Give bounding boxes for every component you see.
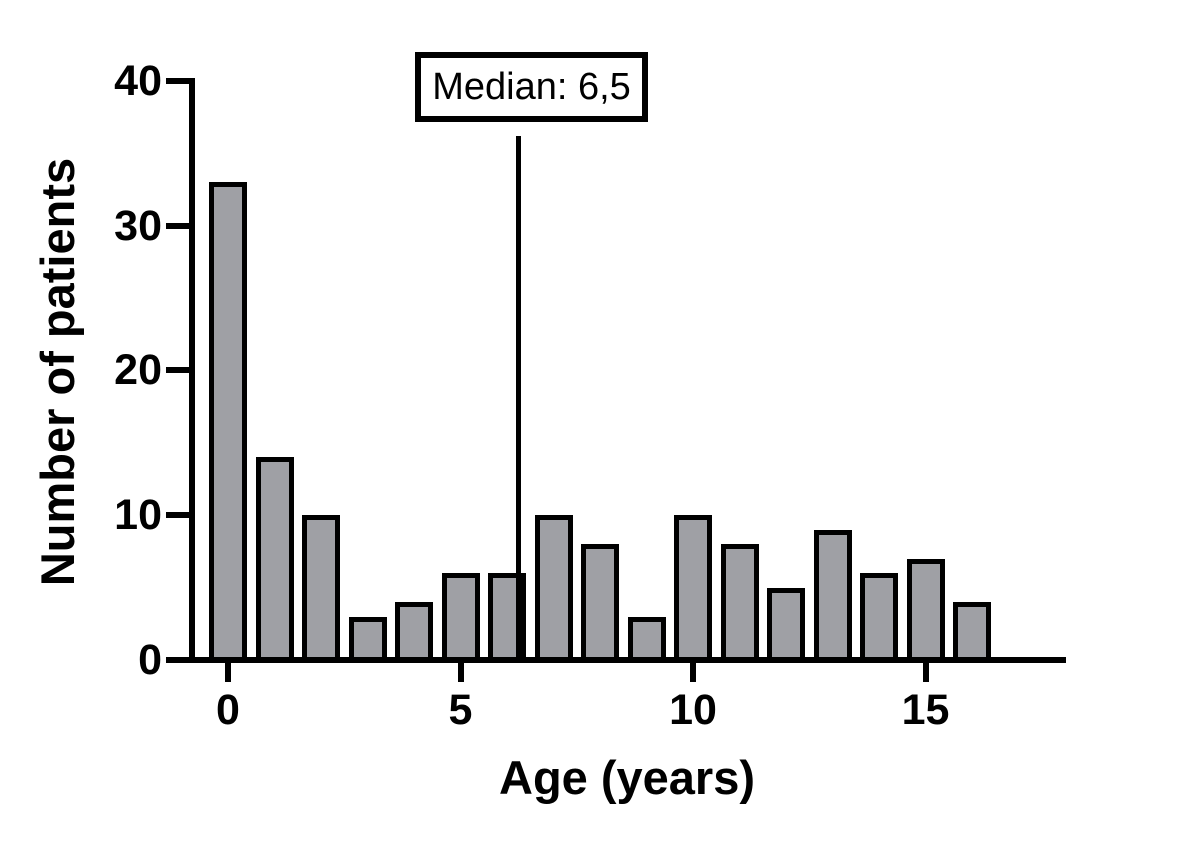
x-tick-label-10: 10 — [669, 686, 717, 734]
bar-age-10 — [674, 515, 712, 663]
bar-age-7 — [534, 515, 573, 663]
x-axis-line — [166, 657, 1066, 663]
bar-age-13 — [813, 529, 852, 663]
y-tick-30 — [166, 222, 190, 229]
x-tick-label-0: 0 — [216, 686, 240, 734]
x-tick-10 — [690, 660, 696, 682]
x-tick-label-15: 15 — [901, 686, 950, 734]
median-line — [516, 136, 522, 660]
median-annotation-label: Median: 6,5 — [432, 65, 631, 108]
bar-age-4 — [395, 602, 433, 663]
y-tick-0 — [166, 657, 190, 663]
y-tick-10 — [166, 512, 190, 519]
x-tick-15 — [922, 660, 929, 682]
y-tick-label-0: 0 — [138, 636, 162, 684]
bar-age-14 — [860, 573, 898, 663]
bar-age-12 — [767, 587, 805, 663]
y-tick-20 — [166, 367, 190, 374]
median-annotation-box: Median: 6,5 — [415, 52, 648, 122]
x-tick-0 — [225, 660, 231, 682]
x-tick-5 — [457, 660, 464, 682]
y-tick-label-10: 10 — [114, 491, 162, 540]
bar-age-15 — [906, 558, 945, 663]
bar-age-2 — [302, 515, 340, 663]
x-axis-title: Age (years) — [499, 751, 755, 804]
y-tick-label-30: 30 — [114, 201, 162, 250]
y-tick-label-40: 40 — [114, 56, 162, 105]
bar-age-16 — [953, 602, 991, 663]
bar-age-1 — [255, 457, 294, 663]
x-tick-label-5: 5 — [448, 686, 473, 734]
bar-age-5 — [441, 573, 480, 663]
bar-age-0 — [209, 182, 247, 663]
y-tick-label-20: 20 — [114, 346, 162, 395]
y-tick-40 — [166, 77, 190, 84]
y-axis-line — [189, 78, 195, 663]
bar-age-8 — [581, 544, 619, 663]
bar-age-11 — [720, 544, 759, 663]
